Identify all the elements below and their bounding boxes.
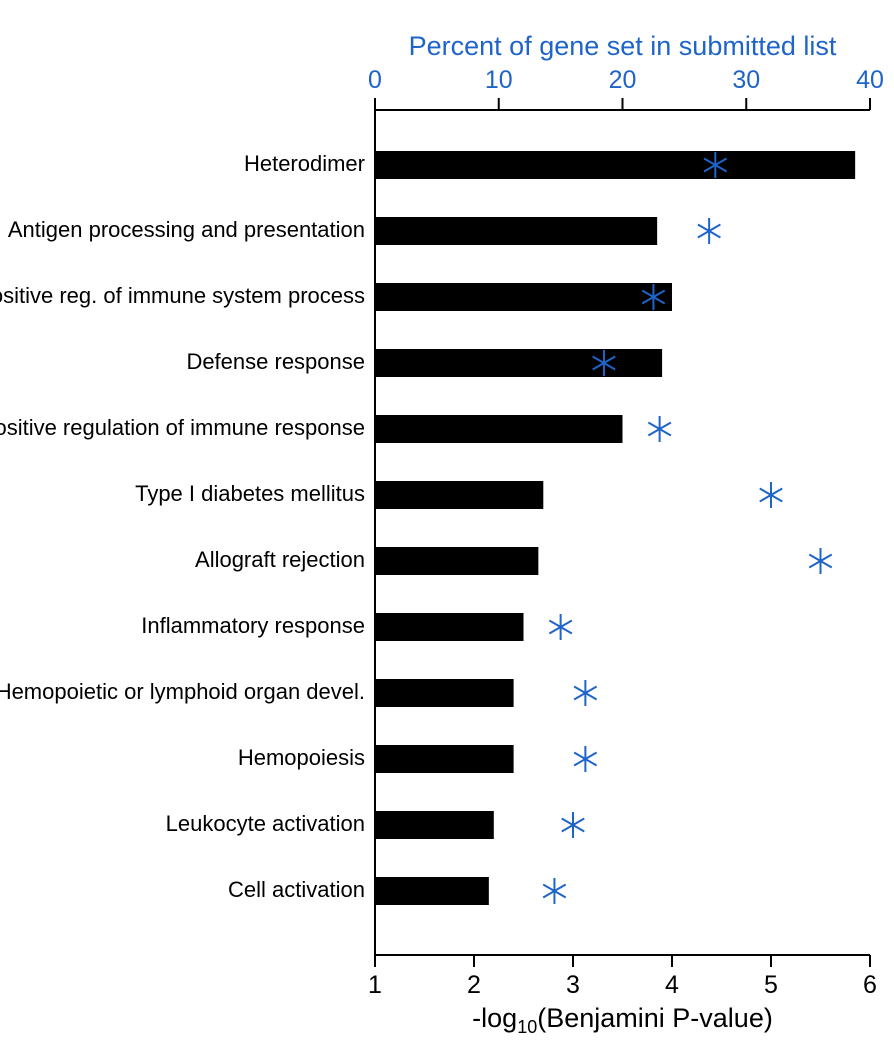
- bottom-axis-tick-label: 6: [863, 971, 877, 999]
- top-axis-title: Percent of gene set in submitted list: [409, 31, 837, 61]
- bar: [375, 745, 514, 773]
- chart-svg: 0 10 20 30 40 Percent of gene set in submitte…: [0, 0, 894, 1050]
- top-axis-tick-label: 40: [856, 66, 884, 94]
- bar: [375, 547, 538, 575]
- category-label: Hemopoiesis: [238, 745, 365, 770]
- bottom-axis-tick-label: 2: [467, 971, 481, 999]
- chart-container: 0 10 20 30 40 Percent of gene set in submitte…: [0, 0, 894, 1050]
- bottom-axis-tick-label: 5: [764, 971, 778, 999]
- category-label: Heterodimer: [244, 151, 365, 176]
- bar: [375, 877, 489, 905]
- bar: [375, 481, 543, 509]
- top-axis-tick-label: 10: [485, 66, 513, 94]
- bottom-axis-tick-label: 3: [566, 971, 580, 999]
- category-label: Positive reg. of immune system process: [0, 283, 365, 308]
- category-label: Antigen processing and presentation: [8, 217, 365, 242]
- asterisk-marker: [648, 416, 671, 442]
- top-axis-tick-label: 20: [609, 66, 637, 94]
- top-axis-tick-label: 30: [732, 66, 760, 94]
- category-label: Leukocyte activation: [166, 811, 365, 836]
- bar: [375, 679, 514, 707]
- asterisk-marker: [698, 218, 721, 244]
- category-label: Allograft rejection: [195, 547, 365, 572]
- category-label: Positive regulation of immune response: [0, 415, 365, 440]
- category-label: Defense response: [186, 349, 365, 374]
- asterisk-marker: [543, 878, 566, 904]
- asterisk-marker: [760, 482, 783, 508]
- asterisk-marker: [549, 614, 572, 640]
- category-label: Hemopoietic or lymphoid organ devel.: [0, 679, 365, 704]
- top-axis-tick-label: 0: [368, 66, 382, 94]
- bar: [375, 283, 672, 311]
- bar: [375, 811, 494, 839]
- bar: [375, 613, 524, 641]
- category-label: Type I diabetes mellitus: [135, 481, 365, 506]
- asterisk-marker: [562, 812, 585, 838]
- bottom-axis-title: -log10(Benjamini P-value): [472, 1003, 773, 1037]
- asterisk-marker: [574, 746, 597, 772]
- category-label: Inflammatory response: [141, 613, 365, 638]
- bar: [375, 151, 855, 179]
- bottom-axis-tick-label: 4: [665, 971, 679, 999]
- asterisk-marker: [809, 548, 832, 574]
- category-label: Cell activation: [228, 877, 365, 902]
- bar: [375, 415, 623, 443]
- bottom-axis-tick-label: 1: [368, 971, 382, 999]
- bar: [375, 349, 662, 377]
- asterisk-marker: [574, 680, 597, 706]
- bar: [375, 217, 657, 245]
